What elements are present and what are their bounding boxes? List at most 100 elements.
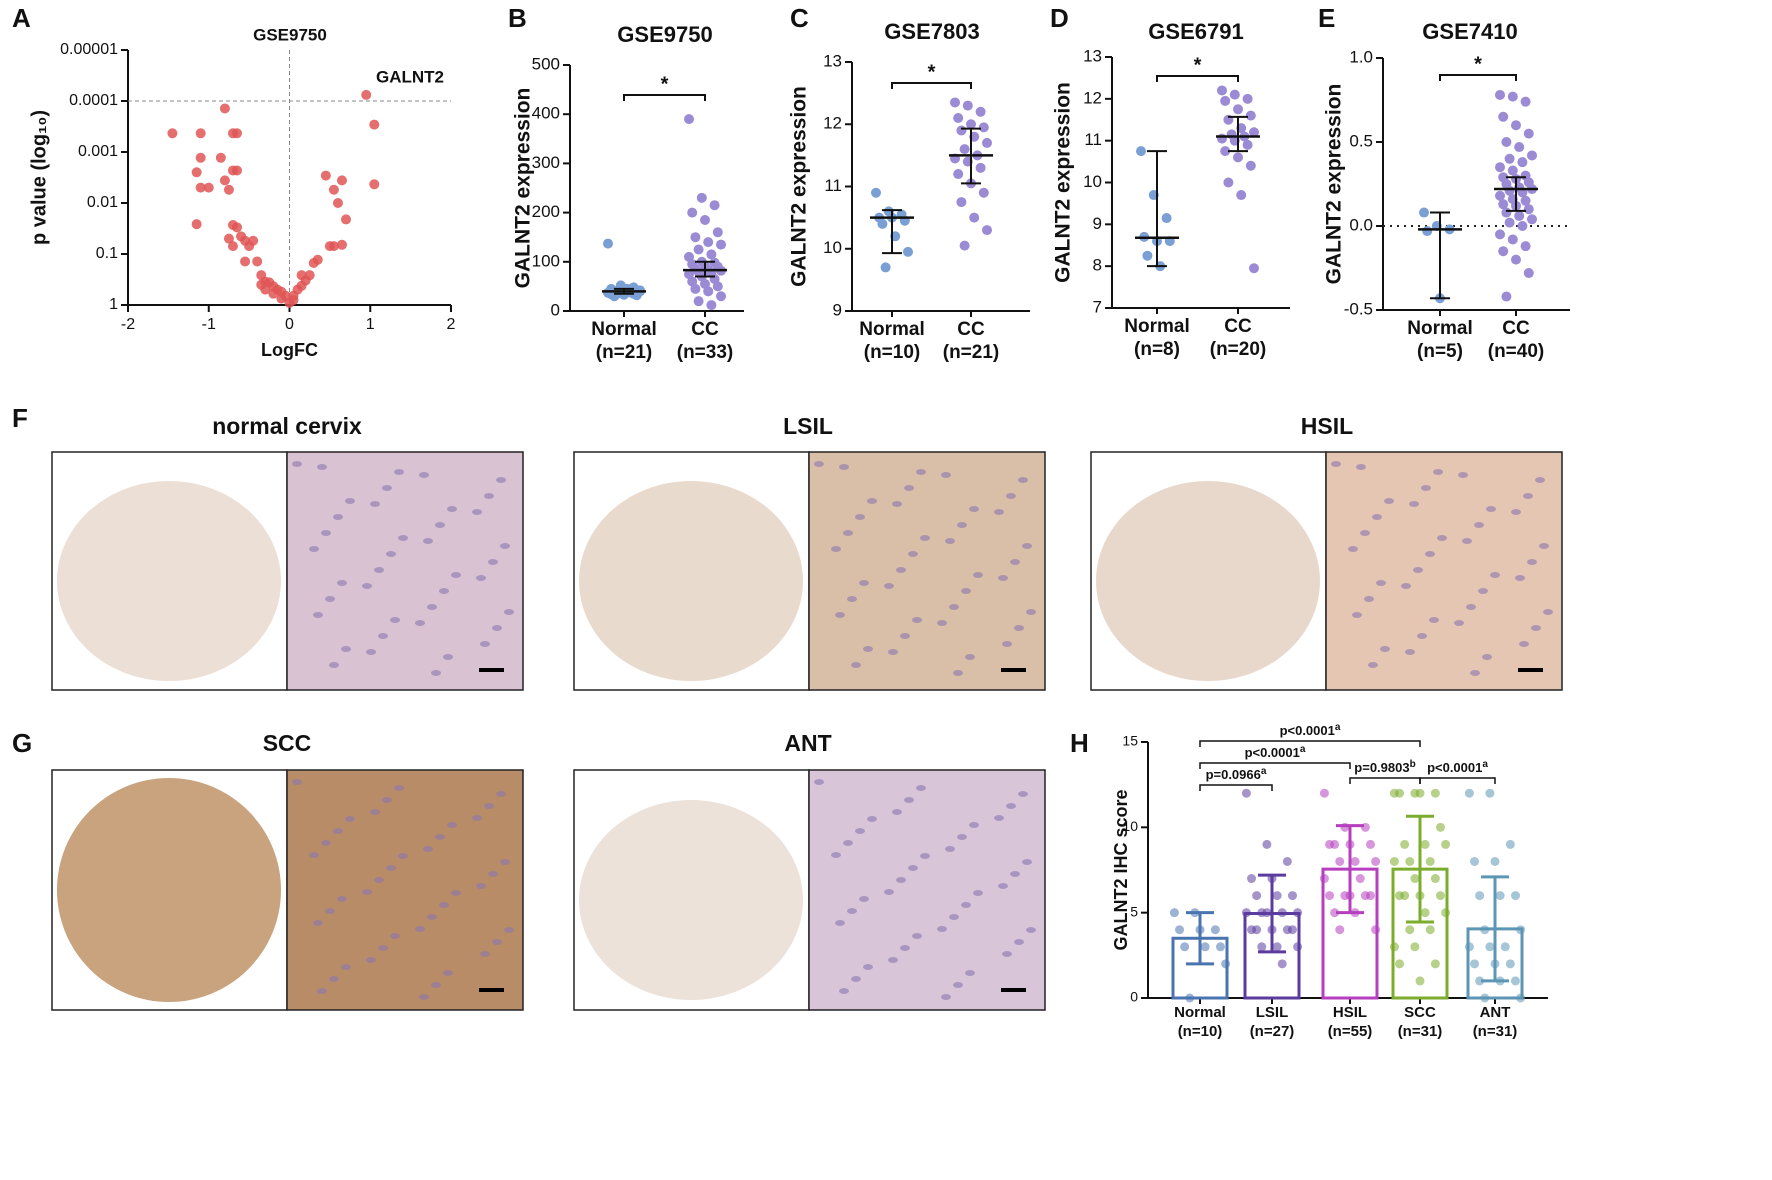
cell-nucleus (916, 785, 926, 791)
cell-nucleus (1425, 551, 1435, 557)
point (1523, 128, 1534, 139)
point (706, 249, 717, 260)
panel-letter: H (1070, 728, 1089, 758)
cell-nucleus (1360, 530, 1370, 536)
point (1272, 891, 1282, 901)
point (1242, 139, 1253, 150)
x-tick-label: Normal (1407, 318, 1472, 339)
cell-nucleus (867, 816, 877, 822)
cell-nucleus (504, 927, 514, 933)
point (1252, 891, 1262, 901)
y-tick-label: 7 (1093, 297, 1102, 316)
point (1319, 788, 1329, 798)
x-tick-label: Normal (859, 319, 924, 340)
comparison-bracket (1199, 740, 1421, 747)
cell-nucleus (1002, 951, 1012, 957)
point (1490, 856, 1500, 866)
point (1495, 229, 1505, 240)
x-tick-count: (n=20) (1210, 339, 1267, 360)
cell-nucleus (1002, 641, 1012, 647)
significance-label: * (1194, 54, 1202, 76)
y-tick-label: 100 (532, 251, 560, 270)
point (1395, 788, 1405, 798)
point (1517, 157, 1528, 168)
cell-nucleus (920, 535, 930, 541)
point (1245, 160, 1256, 171)
point (1335, 856, 1345, 866)
y-axis-label: GALNT2 expression (1323, 84, 1346, 285)
cell-nucleus (325, 908, 335, 914)
cell-nucleus (912, 617, 922, 623)
point (1435, 822, 1445, 832)
cell-nucleus (1437, 535, 1447, 541)
point (244, 241, 255, 252)
cell-nucleus (492, 939, 502, 945)
y-tick-label: 5 (1130, 903, 1138, 919)
y-tick-label: 13 (823, 51, 842, 70)
point (1498, 199, 1509, 210)
cell-nucleus (1372, 514, 1382, 520)
cell-nucleus (1454, 620, 1464, 626)
y-tick-label: 0 (1130, 989, 1138, 1005)
point (1495, 162, 1505, 173)
cell-nucleus (500, 543, 510, 549)
point (1272, 942, 1282, 952)
point (227, 241, 238, 252)
cell-nucleus (341, 964, 351, 970)
point (1136, 146, 1146, 157)
cell-nucleus (1531, 625, 1541, 631)
point (706, 300, 717, 311)
cell-nucleus (378, 633, 388, 639)
cell-nucleus (484, 493, 494, 499)
cell-nucleus (1535, 477, 1545, 483)
cell-nucleus (1026, 927, 1036, 933)
cell-nucleus (423, 846, 433, 852)
comparison-text: p<0.0001 (1427, 760, 1482, 775)
point (1415, 976, 1425, 986)
point (1330, 839, 1340, 849)
cell-nucleus (835, 920, 845, 926)
cell-nucleus (1482, 654, 1492, 660)
point (1220, 95, 1231, 106)
point (1395, 959, 1405, 969)
significance-bracket (891, 82, 972, 89)
cell-nucleus (920, 853, 930, 859)
point (1410, 942, 1420, 952)
point (1245, 110, 1256, 121)
point (1498, 246, 1509, 257)
significance-label: * (928, 61, 936, 83)
point (1236, 190, 1247, 201)
point (1516, 925, 1526, 935)
point (1371, 925, 1381, 935)
point (219, 175, 230, 186)
cell-nucleus (843, 530, 853, 536)
image-title: HSIL (1301, 413, 1353, 439)
cell-nucleus (382, 485, 392, 491)
cell-nucleus (1014, 625, 1024, 631)
cell-nucleus (969, 822, 979, 828)
cell-nucleus (333, 828, 343, 834)
cell-nucleus (941, 472, 951, 478)
y-tick-label: 0.001 (78, 143, 118, 160)
point (1507, 234, 1518, 245)
point (1510, 976, 1520, 986)
cell-nucleus (333, 514, 343, 520)
point (1495, 891, 1505, 901)
y-tick-label: 10 (823, 238, 842, 257)
cell-nucleus (484, 803, 494, 809)
cell-nucleus (1486, 506, 1496, 512)
cell-nucleus (945, 538, 955, 544)
cell-nucleus (900, 945, 910, 951)
panel-letter: F (12, 403, 28, 433)
zoom-image (286, 451, 524, 691)
point (978, 122, 989, 133)
cell-nucleus (366, 649, 376, 655)
point (1252, 925, 1262, 935)
point (1475, 891, 1485, 901)
cell-nucleus (313, 920, 323, 926)
cell-nucleus (1474, 522, 1484, 528)
cell-nucleus (500, 859, 510, 865)
significance-bracket (1156, 75, 1239, 82)
point (1220, 146, 1231, 157)
point (1523, 268, 1534, 279)
